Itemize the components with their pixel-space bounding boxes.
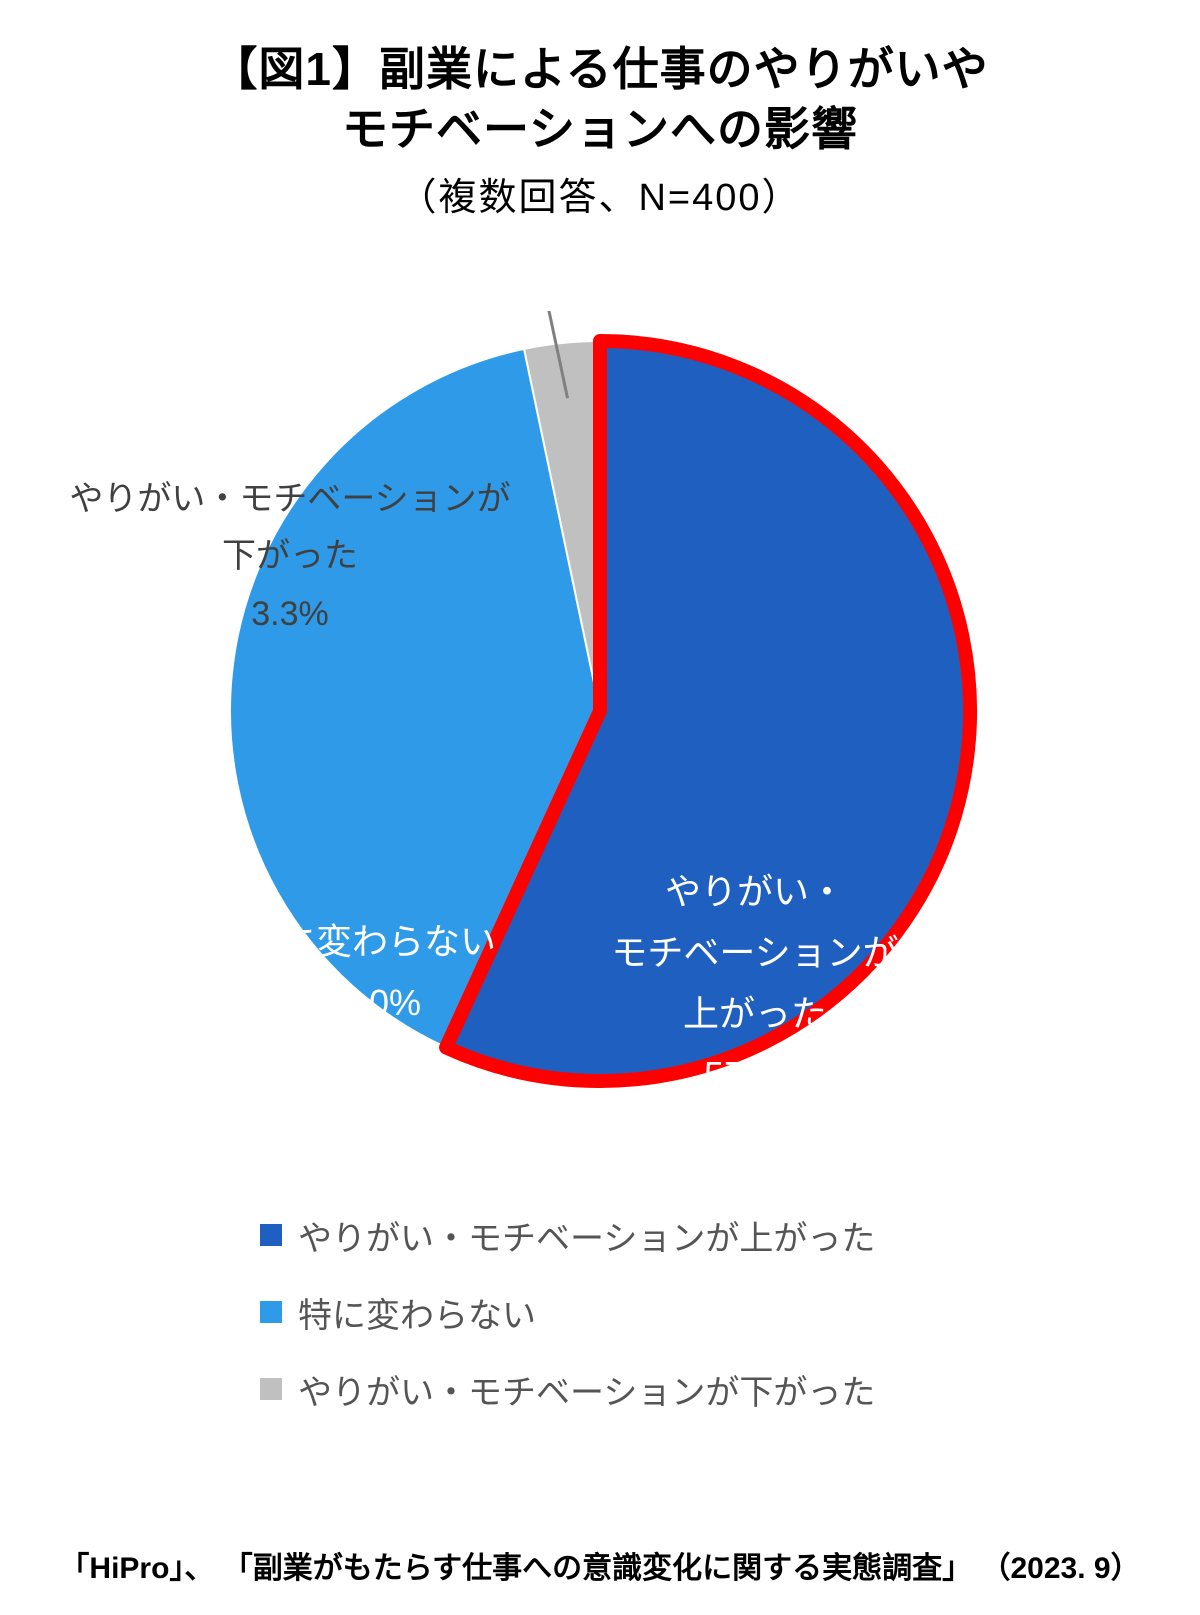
- subtitle: （複数回答、N=400）: [0, 166, 1200, 221]
- legend-item-0: やりがい・モチベーションが上がった: [260, 1211, 1200, 1260]
- slice-label-unchanged: 特に変わらない 40.0%: [244, 911, 496, 1033]
- slice-label-increased: やりがい・ モチベーションが 上がった 57.0%: [611, 861, 898, 1106]
- pie-chart-area: やりがい・ モチベーションが 上がった 57.0% 特に変わらない 40.0% やり…: [0, 221, 1200, 1201]
- source-citation: 「HiPro」、 「副業がもたらす仕事への意識変化に関する実態調査」 （2023…: [0, 1543, 1200, 1587]
- legend-item-2: やりがい・モチベーションが下がった: [260, 1365, 1200, 1414]
- legend-label: やりがい・モチベーションが下がった: [298, 1365, 875, 1414]
- legend-item-1: 特に変わらない: [260, 1288, 1200, 1337]
- legend-swatch: [260, 1378, 282, 1400]
- legend-swatch: [260, 1224, 282, 1246]
- title-line-2: モチベーションへの影響: [0, 100, 1200, 160]
- legend-swatch: [260, 1301, 282, 1323]
- legend: やりがい・モチベーションが上がった特に変わらないやりがい・モチベーションが下がっ…: [260, 1211, 1200, 1414]
- chart-title-block: 【図1】副業による仕事のやりがいや モチベーションへの影響 （複数回答、N=40…: [0, 0, 1200, 221]
- legend-label: 特に変わらない: [298, 1288, 536, 1337]
- title-line-1: 【図1】副業による仕事のやりがいや: [0, 40, 1200, 100]
- legend-label: やりがい・モチベーションが上がった: [298, 1211, 875, 1260]
- slice-label-decreased: やりがい・モチベーションが 下がった 3.3%: [69, 471, 510, 644]
